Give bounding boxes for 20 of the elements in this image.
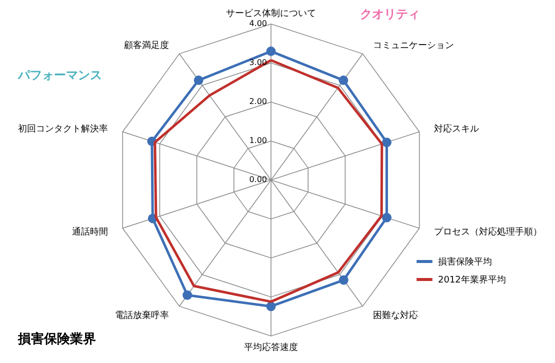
spoke-label: 顧客満足度 bbox=[124, 40, 169, 51]
spoke-label: 通話時間 bbox=[72, 226, 108, 238]
spoke-label: 困難な対応 bbox=[373, 310, 418, 322]
spoke-label: 平均応答速度 bbox=[244, 342, 298, 353]
spoke-label: サービス体制について bbox=[226, 8, 316, 20]
spoke-label: 初回コンタクト解決率 bbox=[18, 123, 108, 134]
y-tick-label: 3.00 bbox=[249, 58, 267, 67]
spoke-label: 電話放棄呼率 bbox=[114, 310, 169, 322]
text: クオリティ bbox=[360, 7, 420, 21]
spoke-label: コミュニケーション bbox=[373, 40, 454, 51]
y-tick-label: 4.00 bbox=[249, 19, 267, 28]
y-tick-label: 2.00 bbox=[249, 97, 267, 106]
spoke-label: 対応スキル bbox=[434, 123, 479, 134]
legend-label: 損害保険平均 bbox=[438, 256, 492, 268]
text: 損害保険業界 bbox=[17, 331, 96, 347]
y-tick-label: 0.00 bbox=[249, 175, 267, 184]
text: パフォーマンス bbox=[17, 68, 102, 82]
spoke-label: プロセス（対応処理手順） bbox=[434, 226, 542, 238]
legend-label: 2012年業界平均 bbox=[438, 274, 506, 286]
y-tick-label: 1.00 bbox=[249, 136, 267, 145]
